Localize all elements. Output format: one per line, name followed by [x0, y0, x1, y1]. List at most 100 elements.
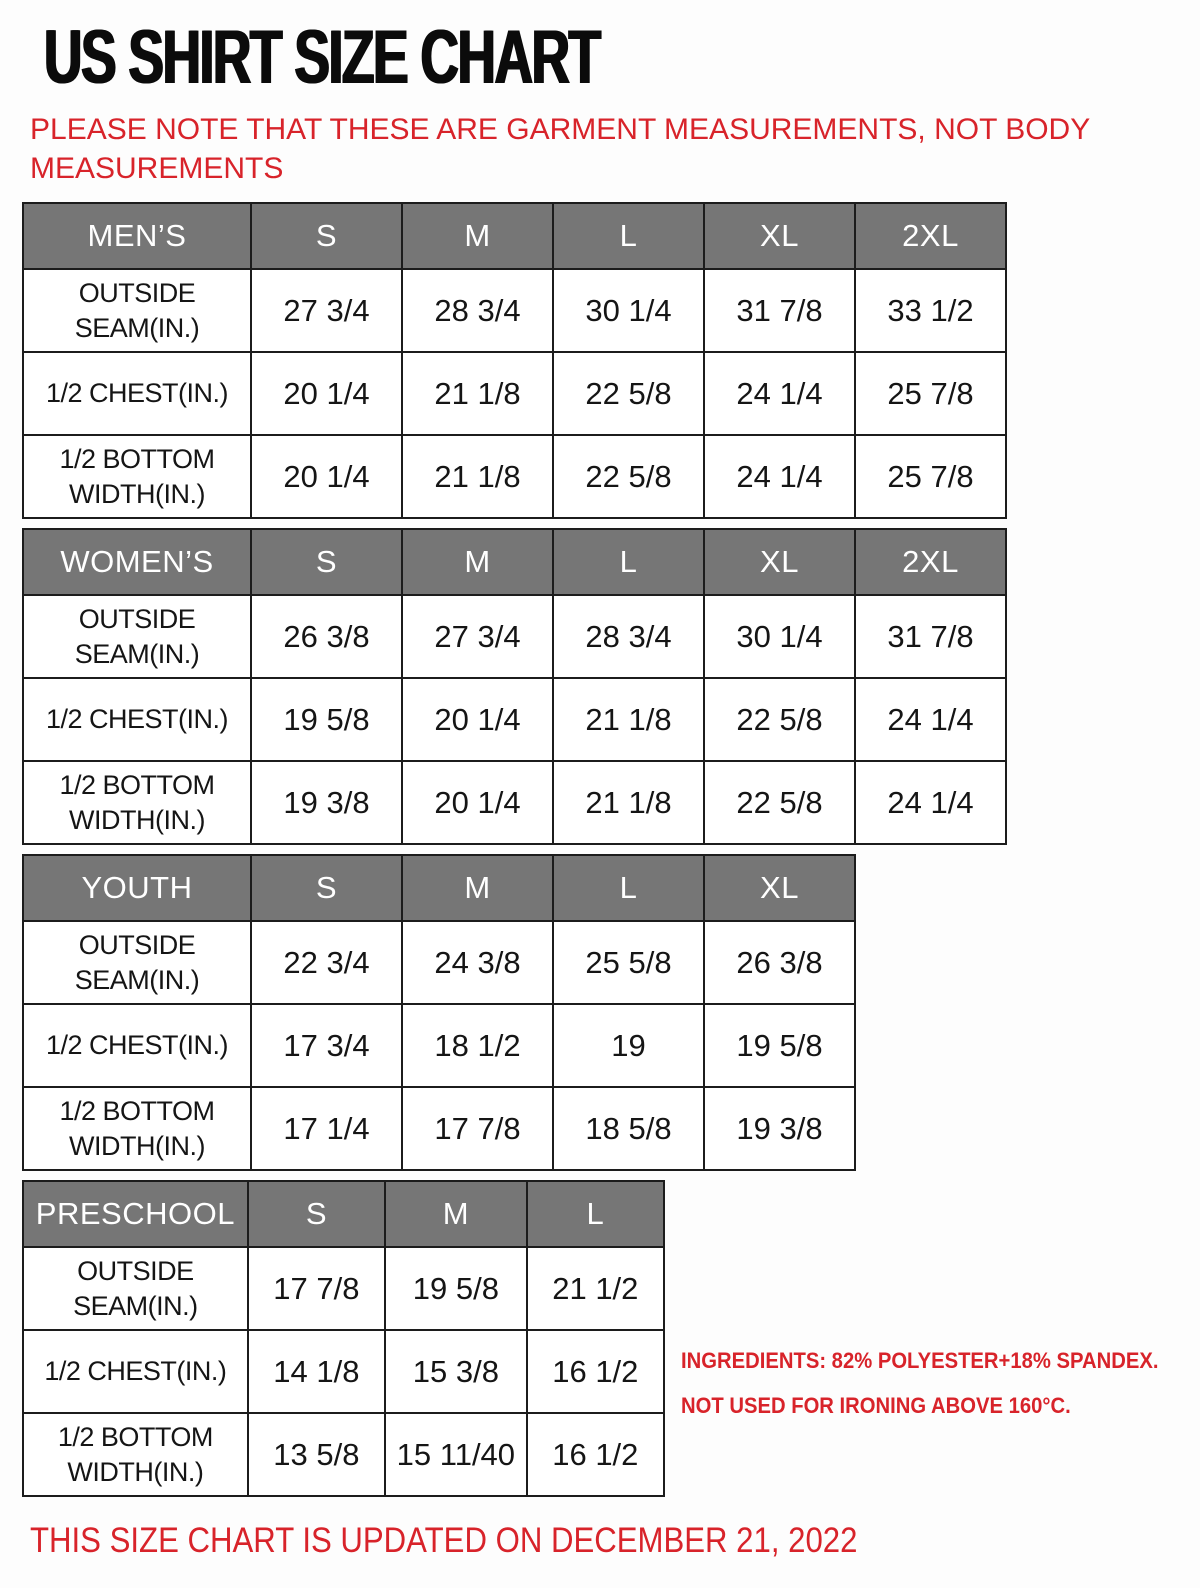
measurement-value: 17 7/8: [401, 1086, 554, 1171]
size-table-preschool: PRESCHOOL S M L OUTSIDE SEAM(IN.) 17 7/8 19 5/…: [22, 1180, 666, 1497]
group-header-preschool: PRESCHOOL: [22, 1180, 249, 1248]
measurement-label: 1/2 BOTTOM WIDTH(IN.): [22, 1086, 252, 1171]
updated-date-note: THIS SIZE CHART IS UPDATED ON DECEMBER 2…: [30, 1521, 858, 1560]
measurement-value: 17 1/4: [250, 1086, 403, 1171]
measurement-value: 19 3/8: [703, 1086, 856, 1171]
table-row: 1/2 CHEST(IN.) 14 1/8 15 3/8 16 1/2: [22, 1329, 666, 1414]
ingredients-note: INGREDIENTS: 82% POLYESTER+18% SPANDEX. N…: [681, 1346, 1200, 1436]
group-header-womens: WOMEN’S: [22, 528, 252, 596]
measurement-value: 20 1/4: [250, 351, 403, 436]
table-row: 1/2 CHEST(IN.) 19 5/8 20 1/4 21 1/8 22 5/8 24…: [22, 677, 1007, 762]
measurement-value: 22 5/8: [703, 760, 856, 845]
table-row: OUTSIDE SEAM(IN.) 27 3/4 28 3/4 30 1/4 31 7/…: [22, 268, 1007, 353]
measurement-value: 28 3/4: [401, 268, 554, 353]
size-header-youth-l: L: [552, 854, 705, 922]
size-table-womens: WOMEN’S S M L XL 2XL OUTSIDE SEAM(IN.) 26 3/8 27…: [22, 528, 1007, 845]
size-header-mens-m: M: [401, 202, 554, 270]
table-row: 1/2 BOTTOM WIDTH(IN.) 17 1/4 17 7/8 18 5/8 1…: [22, 1086, 856, 1171]
measurement-label: 1/2 BOTTOM WIDTH(IN.): [22, 1412, 249, 1497]
garment-measurements-note: PLEASE NOTE THAT THESE ARE GARMENT MEASU…: [30, 113, 1090, 185]
measurement-value: 24 1/4: [703, 351, 856, 436]
measurement-value: 22 5/8: [552, 434, 705, 519]
measurement-value: 33 1/2: [854, 268, 1007, 353]
measurement-value: 21 1/8: [552, 677, 705, 762]
measurement-value: 27 3/4: [250, 268, 403, 353]
measurement-value: 24 1/4: [854, 760, 1007, 845]
measurement-value: 26 3/8: [703, 920, 856, 1005]
measurement-label: 1/2 BOTTOM WIDTH(IN.): [22, 434, 252, 519]
header-row-womens: WOMEN’S S M L XL 2XL: [22, 528, 1007, 596]
table-row: OUTSIDE SEAM(IN.) 26 3/8 27 3/4 28 3/4 30 1/…: [22, 594, 1007, 679]
measurement-value: 24 1/4: [703, 434, 856, 519]
table-row: 1/2 CHEST(IN.) 17 3/4 18 1/2 19 19 5/8: [22, 1003, 856, 1088]
table-row: 1/2 CHEST(IN.) 20 1/4 21 1/8 22 5/8 24 1/4 25…: [22, 351, 1007, 436]
measurement-value: 19 5/8: [250, 677, 403, 762]
measurement-value: 19 5/8: [384, 1246, 528, 1331]
measurement-value: 26 3/8: [250, 594, 403, 679]
measurement-value: 25 7/8: [854, 351, 1007, 436]
measurement-label: OUTSIDE SEAM(IN.): [22, 920, 252, 1005]
measurement-label: 1/2 CHEST(IN.): [22, 677, 252, 762]
size-header-preschool-s: S: [246, 1180, 387, 1248]
measurement-value: 30 1/4: [703, 594, 856, 679]
table-row: 1/2 BOTTOM WIDTH(IN.) 13 5/8 15 11/40 16 1/…: [22, 1412, 666, 1497]
size-header-womens-m: M: [401, 528, 554, 596]
measurement-value: 15 11/40: [384, 1412, 528, 1497]
size-header-womens-xl: XL: [703, 528, 856, 596]
table-row: 1/2 BOTTOM WIDTH(IN.) 20 1/4 21 1/8 22 5/8 2…: [22, 434, 1007, 519]
measurement-value: 24 3/8: [401, 920, 554, 1005]
size-header-mens-xl: XL: [703, 202, 856, 270]
group-header-youth: YOUTH: [22, 854, 252, 922]
measurement-value: 31 7/8: [703, 268, 856, 353]
measurement-value: 21 1/8: [401, 351, 554, 436]
measurement-value: 28 3/4: [552, 594, 705, 679]
size-header-womens-l: L: [552, 528, 705, 596]
measurement-value: 24 1/4: [854, 677, 1007, 762]
measurement-label: 1/2 CHEST(IN.): [22, 1329, 249, 1414]
page-title: US SHIRT SIZE CHART: [44, 15, 601, 100]
size-table-mens: MEN’S S M L XL 2XL OUTSIDE SEAM(IN.) 27 3/4 28 3…: [22, 202, 1007, 519]
table-row: 1/2 BOTTOM WIDTH(IN.) 19 3/8 20 1/4 21 1/8 2…: [22, 760, 1007, 845]
measurement-label: OUTSIDE SEAM(IN.): [22, 268, 252, 353]
size-header-preschool-l: L: [525, 1180, 666, 1248]
measurement-value: 25 7/8: [854, 434, 1007, 519]
measurement-value: 30 1/4: [552, 268, 705, 353]
measurement-value: 21 1/2: [525, 1246, 666, 1331]
size-header-mens-2xl: 2XL: [854, 202, 1007, 270]
measurement-value: 25 5/8: [552, 920, 705, 1005]
measurement-value: 20 1/4: [401, 760, 554, 845]
measurement-value: 20 1/4: [250, 434, 403, 519]
size-header-womens-s: S: [250, 528, 403, 596]
measurement-value: 13 5/8: [246, 1412, 387, 1497]
ironing-warning-line: NOT USED FOR IRONING ABOVE 160°C.: [681, 1393, 1071, 1418]
measurement-value: 19: [552, 1003, 705, 1088]
measurement-value: 14 1/8: [246, 1329, 387, 1414]
measurement-label: 1/2 BOTTOM WIDTH(IN.): [22, 760, 252, 845]
header-row-preschool: PRESCHOOL S M L: [22, 1180, 666, 1248]
header-row-mens: MEN’S S M L XL 2XL: [22, 202, 1007, 270]
measurement-value: 16 1/2: [525, 1412, 666, 1497]
measurement-label: OUTSIDE SEAM(IN.): [22, 1246, 249, 1331]
measurement-value: 19 3/8: [250, 760, 403, 845]
measurement-value: 17 3/4: [250, 1003, 403, 1088]
measurement-label: OUTSIDE SEAM(IN.): [22, 594, 252, 679]
measurement-value: 27 3/4: [401, 594, 554, 679]
measurement-value: 18 5/8: [552, 1086, 705, 1171]
table-row: OUTSIDE SEAM(IN.) 22 3/4 24 3/8 25 5/8 26 3/…: [22, 920, 856, 1005]
measurement-value: 22 5/8: [703, 677, 856, 762]
measurement-value: 16 1/2: [525, 1329, 666, 1414]
size-header-mens-s: S: [250, 202, 403, 270]
size-header-youth-s: S: [250, 854, 403, 922]
preschool-row-with-ingredients: PRESCHOOL S M L OUTSIDE SEAM(IN.) 17 7/8 19 5/…: [22, 1180, 1200, 1506]
size-header-youth-xl: XL: [703, 854, 856, 922]
size-table-youth: YOUTH S M L XL OUTSIDE SEAM(IN.) 22 3/4 24 3/8 2…: [22, 854, 856, 1171]
measurement-value: 18 1/2: [401, 1003, 554, 1088]
measurement-value: 17 7/8: [246, 1246, 387, 1331]
table-row: OUTSIDE SEAM(IN.) 17 7/8 19 5/8 21 1/2: [22, 1246, 666, 1331]
measurement-label: 1/2 CHEST(IN.): [22, 351, 252, 436]
measurement-value: 20 1/4: [401, 677, 554, 762]
measurement-value: 15 3/8: [384, 1329, 528, 1414]
size-header-womens-2xl: 2XL: [854, 528, 1007, 596]
measurement-value: 22 5/8: [552, 351, 705, 436]
